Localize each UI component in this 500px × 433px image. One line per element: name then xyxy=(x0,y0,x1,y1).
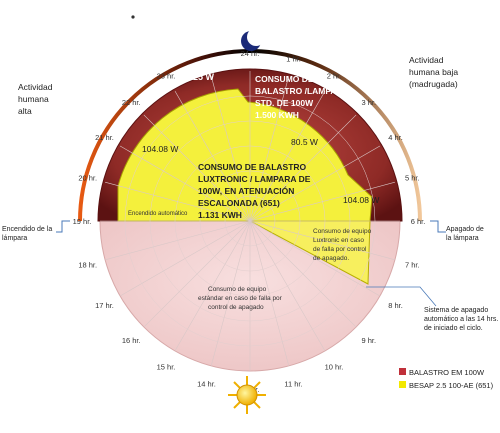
auto-on-label: Encendido automático xyxy=(128,211,188,217)
activity-high-line-2: humana xyxy=(18,94,49,104)
luxtronic-title-1: CONSUMO DE BALASTRO xyxy=(198,162,307,172)
standard-title-3: STD. DE 100W xyxy=(255,98,314,108)
grid-ring xyxy=(224,195,276,247)
hour-label: 10 hr. xyxy=(325,363,344,372)
legend-label-balastro: BALASTRO EM 100W xyxy=(409,368,485,377)
luxtronic-power-right: 104.08 W xyxy=(343,195,379,205)
legend-label-besap: BESAP 2.5 100-AE (651) xyxy=(409,381,494,390)
hour-label: 18 hr. xyxy=(78,261,97,270)
hour-label: 11 hr. xyxy=(284,379,302,388)
hour-label: 7 hr. xyxy=(405,261,420,270)
failure-luxtronic-1: Consumo de equipo xyxy=(313,228,372,235)
failure-standard-2: estándar en caso de falla por xyxy=(198,295,283,302)
sun-icon xyxy=(228,376,266,414)
standard-title-4: 1.500 KWH xyxy=(255,110,299,120)
hour-label: 23 hr. xyxy=(157,72,176,81)
hour-label: 21 hr. xyxy=(95,133,114,142)
hour-label: 20 hr. xyxy=(78,174,97,183)
hour-label: 24 hr. xyxy=(241,49,260,58)
luxtronic-title-2: LUXTRONIC / LAMPARA DE xyxy=(198,174,311,184)
failure-luxtronic-2: Luxtronic en caso xyxy=(313,237,364,244)
luxtronic-title-4: ESCALONADA (651) xyxy=(198,198,280,208)
luxtronic-title-5: 1.131 KWH xyxy=(198,210,242,220)
failure-standard-1: Consumo de equipo xyxy=(208,286,267,293)
hour-label: 4 hr. xyxy=(388,133,403,142)
hour-spokes xyxy=(100,71,400,371)
activity-high-line-1: Actividad xyxy=(18,82,53,92)
lamp-off-line-1: Apagado de xyxy=(446,226,484,233)
lamp-on-arrow xyxy=(56,220,70,233)
lamp-off-line-2: la lámpara xyxy=(446,235,479,242)
activity-low-line-2: humana baja xyxy=(409,67,458,77)
auto-off-line-3: de iniciado el ciclo. xyxy=(424,325,483,332)
hour-label: 1 hr. xyxy=(286,55,301,64)
grid-ring xyxy=(149,120,351,322)
failure-luxtronic-3: de falla por control xyxy=(313,246,367,253)
hour-label: 9 hr. xyxy=(362,336,377,345)
grid-ring xyxy=(124,95,376,347)
auto-off-line-1: Sistema de apagado xyxy=(424,307,488,314)
hour-label: 6 hr. xyxy=(411,217,426,226)
dot-marker xyxy=(131,15,135,19)
standard-power-label: 125 W xyxy=(188,72,215,82)
failure-luxtronic-4: de apagado. xyxy=(313,255,349,262)
lamp-off-arrow xyxy=(430,220,446,233)
legend: BALASTRO EM 100W BESAP 2.5 100-AE (651) xyxy=(399,368,494,390)
lamp-on-line-2: lámpara xyxy=(2,235,27,242)
luxtronic-ballast-area xyxy=(117,88,373,222)
legend-swatch-balastro xyxy=(399,368,406,375)
hour-label: 14 hr. xyxy=(197,379,216,388)
grid-ring xyxy=(174,145,326,297)
hour-label: 19 hr. xyxy=(73,217,92,226)
auto-off-line-2: automático a las 14 hrs. xyxy=(424,316,498,323)
luxtronic-power-dim: 80.5 W xyxy=(291,137,318,147)
hour-label: 15 hr. xyxy=(157,363,176,372)
hour-label: 3 hr. xyxy=(362,98,377,107)
hour-label: 17 hr. xyxy=(95,301,114,310)
hour-label: 22 hr. xyxy=(122,98,141,107)
legend-swatch-besap xyxy=(399,381,406,388)
failure-standard-3: control de apagado xyxy=(208,304,264,311)
grid-ring xyxy=(199,170,301,272)
activity-high-line-3: alta xyxy=(18,106,32,116)
lamp-on-line-1: Encendido de la xyxy=(2,226,52,233)
hour-label: 8 hr. xyxy=(388,301,403,310)
moon-icon xyxy=(241,28,265,51)
hour-label: 16 hr. xyxy=(122,336,141,345)
hour-label: 5 hr. xyxy=(405,174,420,183)
activity-low-line-3: (madrugada) xyxy=(409,79,458,89)
hour-label: 2 hr. xyxy=(327,72,342,81)
standard-title-1: CONSUMO DE xyxy=(255,74,314,84)
auto-off-pointer xyxy=(366,286,437,307)
standard-title-2: BALASTRO /LAMPARA xyxy=(255,86,349,96)
luxtronic-title-3: 100W, EN ATENUACIÓN xyxy=(198,185,294,196)
luxtronic-power-left: 104.08 W xyxy=(142,144,178,154)
activity-low-line-1: Actividad xyxy=(409,55,444,65)
activity-arc xyxy=(78,49,422,222)
